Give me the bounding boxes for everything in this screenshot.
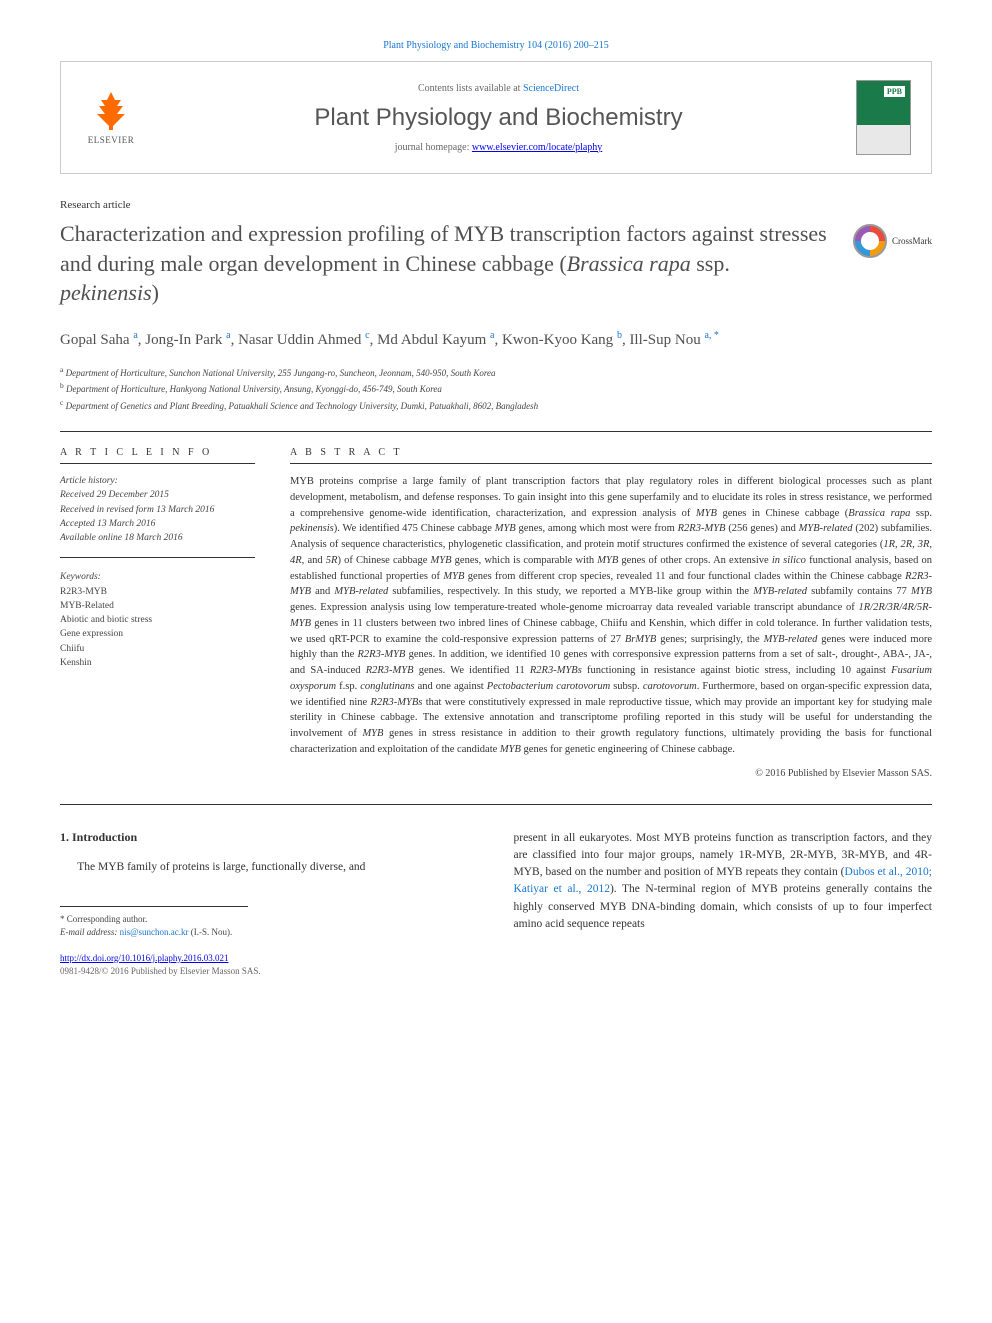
divider: [60, 431, 932, 432]
article-info-label: A R T I C L E I N F O: [60, 447, 255, 464]
crossmark-icon: [853, 224, 887, 258]
elsevier-tree-icon: [81, 90, 141, 135]
history-online: Available online 18 March 2016: [60, 531, 255, 545]
issn-copyright: 0981-9428/© 2016 Published by Elsevier M…: [60, 966, 261, 976]
authors-list: Gopal Saha a, Jong-In Park a, Nasar Uddi…: [60, 328, 932, 352]
footer-info: http://dx.doi.org/10.1016/j.plaphy.2016.…: [60, 952, 932, 979]
homepage-prefix: journal homepage:: [395, 142, 472, 153]
body-divider: [60, 804, 932, 805]
affiliation-c: c Department of Genetics and Plant Breed…: [60, 397, 932, 414]
affiliation-a: a Department of Horticulture, Sunchon Na…: [60, 364, 932, 381]
keyword-item: Chiifu: [60, 642, 255, 656]
keyword-item: Kenshin: [60, 656, 255, 670]
corresponding-author: * Corresponding author. E-mail address: …: [60, 906, 248, 940]
history-received: Received 29 December 2015: [60, 488, 255, 502]
abstract-column: A B S T R A C T MYB proteins comprise a …: [290, 447, 932, 779]
journal-homepage-link[interactable]: www.elsevier.com/locate/plaphy: [472, 142, 602, 153]
sciencedirect-link[interactable]: ScienceDirect: [523, 83, 579, 94]
corresp-email-suffix: (I.-S. Nou).: [188, 927, 232, 937]
elsevier-logo: ELSEVIER: [81, 90, 141, 145]
intro-left-column: 1. Introduction The MYB family of protei…: [60, 830, 479, 940]
keyword-item: Abiotic and biotic stress: [60, 613, 255, 627]
keyword-item: MYB-Related: [60, 599, 255, 613]
keywords-label: Keywords:: [60, 570, 255, 584]
info-abstract-row: A R T I C L E I N F O Article history: R…: [60, 447, 932, 779]
corresp-email-label: E-mail address:: [60, 927, 120, 937]
contents-prefix: Contents lists available at: [418, 83, 523, 94]
journal-header-box: ELSEVIER Contents lists available at Sci…: [60, 61, 932, 174]
journal-center: Contents lists available at ScienceDirec…: [141, 83, 856, 153]
crossmark-badge[interactable]: CrossMark: [853, 224, 932, 258]
publisher-name: ELSEVIER: [81, 135, 141, 145]
contents-available-line: Contents lists available at ScienceDirec…: [141, 83, 856, 94]
intro-heading: 1. Introduction: [60, 830, 479, 845]
keyword-item: R2R3-MYB: [60, 585, 255, 599]
intro-right-column: present in all eukaryotes. Most MYB prot…: [514, 830, 933, 940]
intro-columns: 1. Introduction The MYB family of protei…: [60, 830, 932, 940]
abstract-text: MYB proteins comprise a large family of …: [290, 474, 932, 758]
corresp-email-line: E-mail address: nis@sunchon.ac.kr (I.-S.…: [60, 926, 248, 940]
journal-thumb-abbr: PPB: [884, 86, 905, 97]
keywords-block: Keywords: R2R3-MYB MYB-Related Abiotic a…: [60, 570, 255, 670]
intro-text-left: The MYB family of proteins is large, fun…: [60, 859, 479, 876]
intro-text-right: present in all eukaryotes. Most MYB prot…: [514, 830, 933, 934]
article-info-column: A R T I C L E I N F O Article history: R…: [60, 447, 255, 779]
affiliation-b: b Department of Horticulture, Hankyong N…: [60, 380, 932, 397]
history-label: Article history:: [60, 474, 255, 488]
article-title: Characterization and expression profilin…: [60, 219, 833, 308]
history-accepted: Accepted 13 March 2016: [60, 517, 255, 531]
abstract-copyright: © 2016 Published by Elsevier Masson SAS.: [290, 768, 932, 779]
citation-header: Plant Physiology and Biochemistry 104 (2…: [60, 40, 932, 51]
journal-homepage-line: journal homepage: www.elsevier.com/locat…: [141, 142, 856, 153]
keyword-item: Gene expression: [60, 627, 255, 641]
corresp-email-link[interactable]: nis@sunchon.ac.kr: [120, 927, 189, 937]
journal-title: Plant Physiology and Biochemistry: [141, 104, 856, 132]
doi-link[interactable]: http://dx.doi.org/10.1016/j.plaphy.2016.…: [60, 953, 229, 963]
corresp-star: * Corresponding author.: [60, 913, 248, 927]
journal-cover-thumb: PPB: [856, 80, 911, 155]
title-row: Characterization and expression profilin…: [60, 219, 932, 308]
crossmark-label: CrossMark: [892, 236, 932, 246]
abstract-label: A B S T R A C T: [290, 447, 932, 464]
article-history: Article history: Received 29 December 20…: [60, 474, 255, 558]
affiliations: a Department of Horticulture, Sunchon Na…: [60, 364, 932, 414]
history-revised: Received in revised form 13 March 2016: [60, 503, 255, 517]
article-type: Research article: [60, 199, 932, 211]
